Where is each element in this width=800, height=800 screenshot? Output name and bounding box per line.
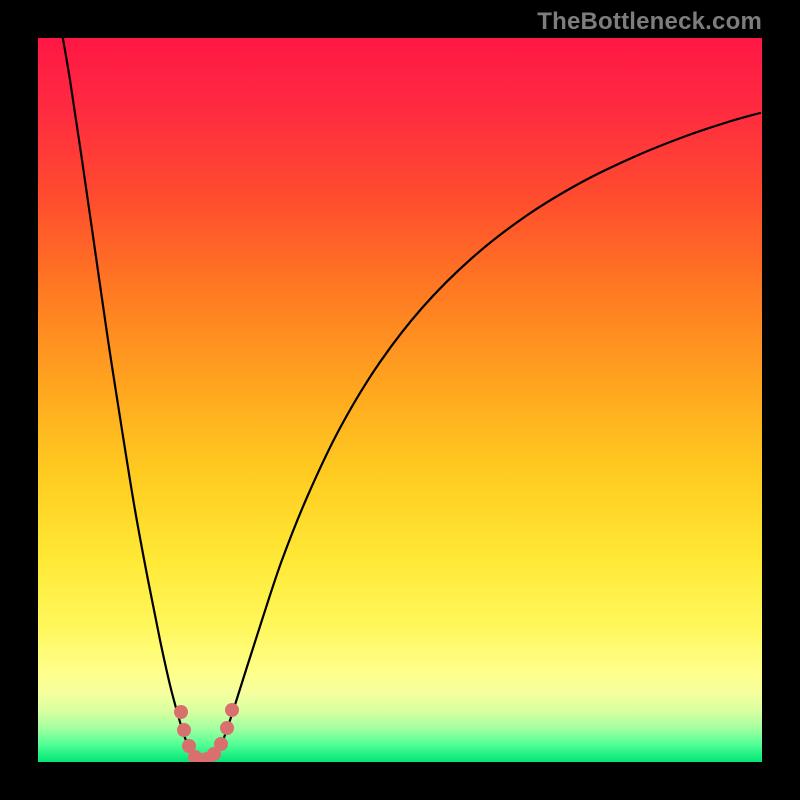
chart-root: TheBottleneck.com	[0, 0, 800, 800]
plot-area	[38, 38, 762, 762]
watermark-text: TheBottleneck.com	[537, 8, 762, 36]
